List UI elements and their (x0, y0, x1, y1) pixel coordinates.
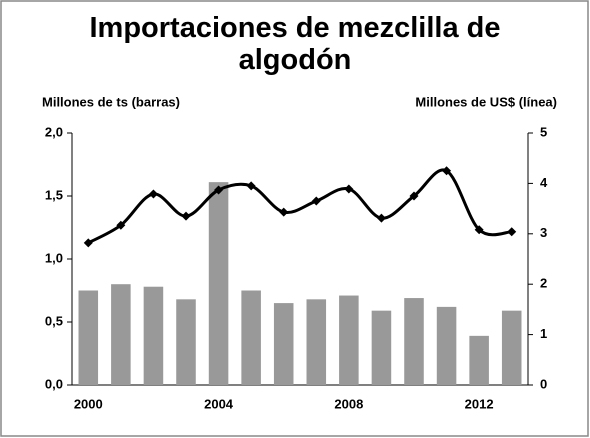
line-marker (116, 220, 126, 230)
line-marker (474, 225, 484, 235)
bar (241, 290, 261, 385)
bar (176, 299, 196, 385)
line-marker (214, 185, 224, 195)
y2-tick-label: 5 (540, 124, 547, 139)
x-tick-label: 2012 (465, 396, 494, 411)
y2-tick-label: 4 (540, 175, 548, 190)
bar (208, 182, 229, 385)
y2-axis-label: Millones de US$ (línea) (415, 94, 557, 109)
line-marker (507, 227, 517, 237)
y2-tick-label: 2 (540, 276, 547, 291)
line-marker (409, 191, 419, 201)
line-marker (442, 166, 452, 176)
line-marker (181, 211, 191, 221)
line-marker (376, 213, 386, 223)
bar (404, 298, 424, 385)
x-tick-label: 2004 (204, 396, 234, 411)
bar (339, 295, 359, 385)
line-marker (148, 189, 158, 199)
chart-title: Importaciones de mezclilla de algodón (89, 12, 501, 76)
bar (469, 335, 489, 385)
x-tick-label: 2000 (74, 396, 103, 411)
bar (273, 303, 294, 385)
line-marker (311, 196, 321, 206)
y-tick-label: 0,0 (45, 376, 63, 391)
y-tick-label: 0,5 (45, 313, 63, 328)
bar (78, 290, 99, 385)
y2-tick-label: 0 (540, 376, 547, 391)
bar (111, 284, 131, 385)
line-marker (83, 238, 93, 248)
y2-tick-label: 3 (540, 225, 547, 240)
y-tick-label: 2,0 (45, 124, 63, 139)
y2-tick-label: 1 (540, 326, 547, 341)
bar (143, 286, 164, 385)
bar (436, 306, 457, 385)
y-axis-label: Millones de ts (barras) (42, 94, 180, 109)
bar (306, 299, 327, 385)
y-tick-label: 1,5 (45, 187, 63, 202)
bar (371, 310, 392, 385)
line-marker (344, 184, 354, 194)
line-marker (279, 207, 289, 217)
line (87, 168, 512, 245)
bar (501, 310, 522, 385)
y-tick-label: 1,0 (45, 250, 63, 265)
x-tick-label: 2008 (334, 396, 363, 411)
line-marker (246, 181, 256, 191)
